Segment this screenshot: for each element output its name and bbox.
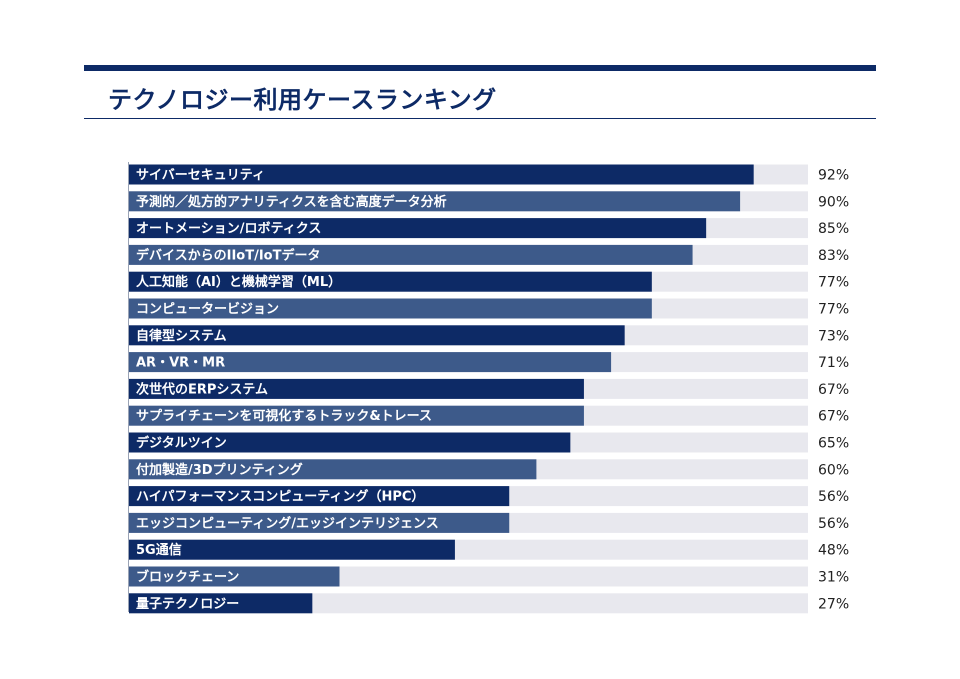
bar-value-label: 85% xyxy=(818,221,849,237)
bar xyxy=(129,593,313,614)
y-axis-line xyxy=(128,162,129,612)
bar xyxy=(129,539,455,560)
bar-category-label: 付加製造/3Dプリンティング xyxy=(136,462,303,478)
bar-value-label: 60% xyxy=(818,462,849,478)
bar xyxy=(129,566,340,587)
bar-value-label: 77% xyxy=(818,275,849,291)
bar-value-label: 67% xyxy=(818,409,849,425)
bar xyxy=(129,352,612,373)
bar-category-label: サプライチェーンを可視化するトラック&トレース xyxy=(136,408,432,424)
bar xyxy=(129,325,625,346)
page-title: テクノロジー利用ケースランキング xyxy=(108,86,497,114)
bar-category-label: デジタルツイン xyxy=(136,435,227,451)
bar-category-label: 予測的／処方的アナリティクスを含む高度データ分析 xyxy=(136,194,447,210)
top-rule xyxy=(84,65,876,71)
bar xyxy=(129,512,510,533)
bar-value-label: 92% xyxy=(818,168,849,184)
bar-category-label: 5G通信 xyxy=(136,542,182,558)
bar xyxy=(129,486,510,507)
bar-value-label: 90% xyxy=(818,194,849,210)
bar-category-label: 量子テクノロジー xyxy=(136,597,239,612)
bar xyxy=(129,164,754,185)
bar xyxy=(129,432,571,453)
bar-value-label: 71% xyxy=(818,355,849,371)
bar-category-label: ブロックチェーン xyxy=(136,569,239,585)
bar xyxy=(129,191,741,212)
bar-value-label: 27% xyxy=(818,596,849,612)
bar-category-label: 次世代のERPシステム xyxy=(136,381,268,397)
bar-value-label: 83% xyxy=(818,248,849,264)
title-rule xyxy=(84,118,876,119)
bar xyxy=(129,459,537,480)
bar xyxy=(129,378,584,399)
bar-category-label: コンピュータービジョン xyxy=(136,301,279,317)
bar xyxy=(129,298,652,319)
bar-value-label: 48% xyxy=(818,543,849,559)
bar-category-label: ハイパフォーマンスコンピューティング（HPC） xyxy=(136,489,424,505)
bar-value-label: 67% xyxy=(818,382,849,398)
bar xyxy=(129,244,693,265)
bar-value-label: 56% xyxy=(818,489,849,505)
bar xyxy=(129,218,707,239)
bar-category-label: 人工知能（AI）と機械学習（ML） xyxy=(136,274,341,290)
bar-category-label: 自律型システム xyxy=(136,328,227,344)
bar-value-label: 65% xyxy=(818,436,849,452)
bar-category-label: エッジコンピューティング/エッジインテリジェンス xyxy=(136,515,439,531)
bar-category-label: AR・VR・MR xyxy=(136,356,225,371)
bar-value-label: 31% xyxy=(818,570,849,586)
bar-category-label: オートメーション/ロボティクス xyxy=(136,221,321,237)
bar-category-label: サイバーセキュリティ xyxy=(136,168,265,183)
bar xyxy=(129,271,652,292)
bar xyxy=(129,405,584,426)
bar-category-label: デバイスからのIIoT/IoTデータ xyxy=(136,247,320,263)
bar-value-label: 73% xyxy=(818,328,849,344)
bar-value-label: 56% xyxy=(818,516,849,532)
bar-value-label: 77% xyxy=(818,302,849,318)
